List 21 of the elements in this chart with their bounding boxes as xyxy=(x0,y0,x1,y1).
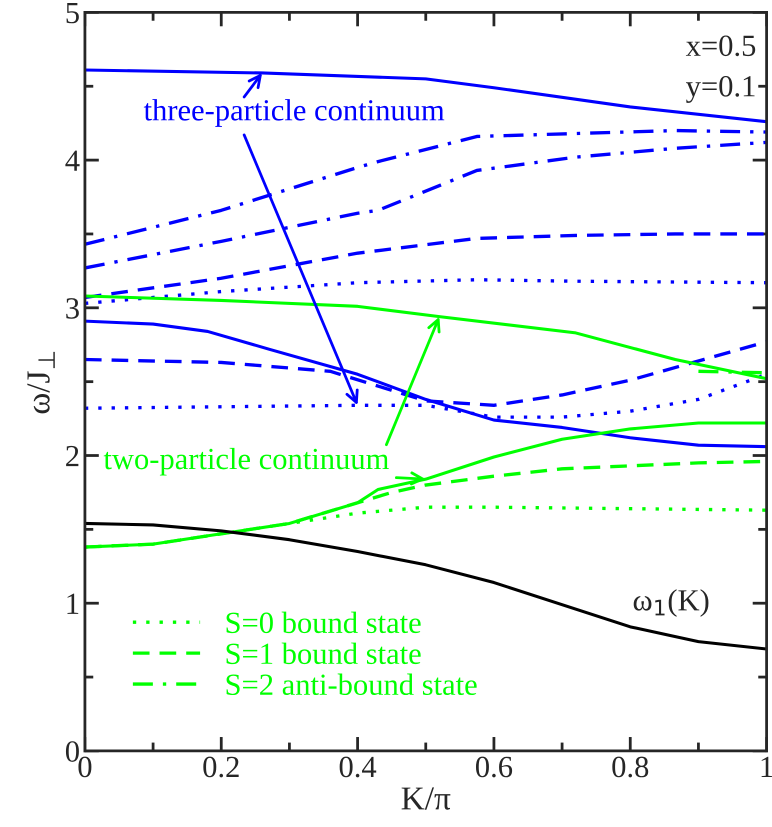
annotation: ω$_{1}$(K) xyxy=(634,589,708,617)
y-tick-label: 2 xyxy=(66,446,78,466)
annotation: two-particle continuum xyxy=(104,448,389,476)
y-tick-label: 4 xyxy=(65,150,80,171)
y-tick-label: 1 xyxy=(67,594,78,614)
x-tick-label: 0.4 xyxy=(340,756,376,778)
y-tick-label: 5 xyxy=(66,2,79,24)
annotation: y=0.1 xyxy=(686,76,755,103)
x-tick-label: 0.2 xyxy=(203,756,239,778)
y-tick-label: 0 xyxy=(66,741,79,762)
annotation: three-particle continuum xyxy=(144,99,444,127)
legend-label: S=0 bound state xyxy=(226,612,421,634)
y-axis-title: ω/J$_{⊥}$ xyxy=(27,352,55,414)
x-tick-label: 0.8 xyxy=(612,756,648,778)
y-tick-label: 3 xyxy=(66,298,79,319)
x-axis-title: K/π xyxy=(402,787,450,810)
annotation: x=0.5 xyxy=(686,35,756,56)
x-tick-label: 1 xyxy=(762,756,772,777)
x-tick-label: 0.6 xyxy=(476,756,512,778)
legend-label: S=1 bound state xyxy=(226,642,421,664)
legend-label: S=2 anti-bound state xyxy=(226,674,477,696)
